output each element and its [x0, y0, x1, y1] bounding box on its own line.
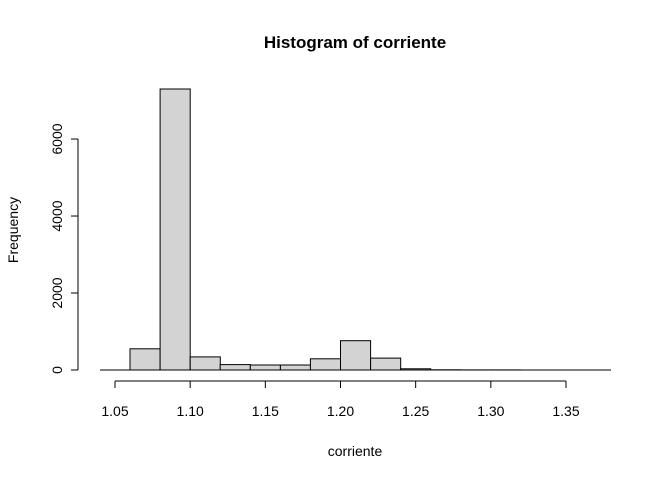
- bars-group: [100, 88, 611, 371]
- x-tick-label: 1.10: [177, 403, 204, 419]
- x-tick-label: 1.30: [477, 403, 504, 419]
- histogram-bar: [370, 357, 402, 371]
- histogram-bar: [340, 340, 372, 371]
- histogram-bar: [279, 364, 311, 371]
- y-tick-label: 6000: [49, 123, 65, 154]
- x-tick-label: 1.25: [402, 403, 429, 419]
- y-axis: 0 2000 4000 6000: [49, 123, 79, 374]
- y-axis-label: Frequency: [5, 197, 21, 263]
- x-axis: 1.05 1.10 1.15 1.20 1.25 1.30 1.35: [101, 380, 580, 419]
- x-tick-label: 1.15: [252, 403, 279, 419]
- x-tick-label: 1.35: [552, 403, 579, 419]
- histogram-bar: [189, 356, 221, 371]
- chart-title: Histogram of corriente: [264, 33, 446, 52]
- histogram-bar: [129, 348, 161, 371]
- y-tick-label: 0: [49, 366, 65, 374]
- histogram-bar: [249, 364, 281, 371]
- y-tick-label: 2000: [49, 277, 65, 308]
- histogram-bar: [219, 364, 251, 371]
- x-axis-label: corriente: [328, 443, 383, 459]
- x-tick-label: 1.05: [101, 403, 128, 419]
- x-tick-label: 1.20: [327, 403, 354, 419]
- histogram-bar: [309, 358, 341, 371]
- histogram-bar: [159, 88, 191, 371]
- y-tick-label: 4000: [49, 200, 65, 231]
